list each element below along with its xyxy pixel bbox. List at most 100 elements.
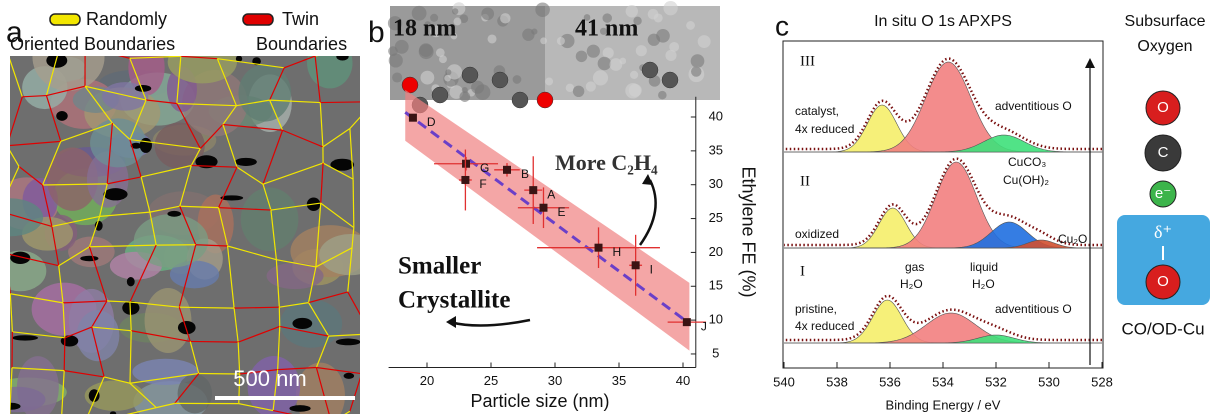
sem-particle <box>420 70 435 85</box>
void <box>109 411 117 414</box>
arrow-head <box>446 316 456 328</box>
void <box>343 372 355 379</box>
sem-particle <box>597 56 612 71</box>
envelope <box>784 57 1102 151</box>
peak-component <box>784 239 1103 249</box>
void <box>88 389 100 402</box>
data-point <box>408 113 417 122</box>
envelope <box>784 157 1103 247</box>
grain-boundary <box>41 184 53 227</box>
sem-particle <box>609 58 623 71</box>
data-point <box>529 186 538 195</box>
grain-boundary <box>45 56 58 96</box>
grain-boundary <box>314 56 321 103</box>
annotation: adventitious O <box>995 302 1072 316</box>
arrow <box>638 179 657 246</box>
sem-particle <box>635 45 647 57</box>
grain <box>144 288 192 353</box>
annotation: pristine, <box>795 302 837 316</box>
x-tick-label: 20 <box>420 373 434 388</box>
grain-boundary <box>222 124 238 168</box>
grain-boundary <box>237 342 241 375</box>
grain-boundary <box>178 307 191 342</box>
sem-particle <box>583 14 591 21</box>
annotation: Cu(OH)₂ <box>1003 173 1049 187</box>
grain-boundary <box>10 58 23 98</box>
grain-boundary <box>217 207 229 247</box>
grain-boundary <box>199 124 224 149</box>
grain-boundary <box>22 94 47 98</box>
atom <box>1149 180 1177 208</box>
plot-area <box>784 57 1103 344</box>
grain-boundary <box>129 330 132 384</box>
grain-boundary <box>234 306 280 309</box>
point-label: E <box>557 205 565 219</box>
grain-boundary <box>51 226 60 266</box>
x-tick-label: 532 <box>985 374 1007 389</box>
charge-label: δ⁺ <box>1154 222 1172 242</box>
panel-a: a Randomly Oriented Boundaries Twin Boundari… <box>6 9 360 414</box>
point-label: B <box>521 167 529 181</box>
void <box>46 56 68 68</box>
grain-boundary <box>126 407 157 414</box>
sem-particle <box>512 75 522 84</box>
grain-boundary <box>344 410 351 414</box>
sem-particle <box>586 44 600 58</box>
annotation: catalyst, <box>795 104 839 118</box>
grain-boundary <box>272 369 279 411</box>
grain-boundary <box>60 122 113 142</box>
grain-boundary <box>131 330 191 343</box>
grain-boundary <box>118 56 130 59</box>
point-label: G <box>480 161 489 175</box>
annotation: Cu₂O <box>1058 232 1087 246</box>
legend-label: Randomly <box>86 9 167 29</box>
y-tick-label: 25 <box>709 210 723 225</box>
sem-particle <box>630 70 639 79</box>
grain-boundary <box>149 212 157 246</box>
grain-boundary <box>269 99 284 131</box>
grain-boundary <box>10 213 53 228</box>
x-tick-label: 540 <box>773 374 795 389</box>
grain-boundary <box>176 103 201 149</box>
sem-particle <box>445 69 452 76</box>
sem-particle <box>628 83 642 97</box>
grain-boundary <box>276 259 316 268</box>
grain-boundary <box>217 58 285 69</box>
y-tick-label: 35 <box>709 142 723 157</box>
grain-boundary <box>262 184 272 211</box>
void <box>335 338 360 346</box>
sem-particle <box>435 48 445 57</box>
void <box>103 188 128 201</box>
grain-boundary <box>236 99 270 107</box>
grain-boundary <box>10 367 13 414</box>
grain-boundary <box>347 291 360 316</box>
annotation: liquid <box>970 260 998 274</box>
grain-boundary <box>270 209 277 260</box>
void <box>177 320 196 335</box>
grain-boundary <box>91 300 108 328</box>
sem-particle <box>625 5 639 18</box>
sem-particle <box>459 91 471 102</box>
arrow-head <box>1085 58 1095 68</box>
grain-boundary <box>129 372 199 384</box>
grain <box>10 198 44 237</box>
point-label: D <box>427 115 436 129</box>
grain-boundary <box>238 403 274 412</box>
x-tick-label: 30 <box>548 373 562 388</box>
grain-boundary <box>129 138 201 150</box>
grain-boundary <box>64 370 105 378</box>
point-label: J <box>701 319 707 333</box>
molecule-atom <box>511 91 529 109</box>
grain-boundary <box>349 128 354 180</box>
grain-boundary <box>58 246 90 267</box>
sem-particle <box>535 2 550 18</box>
grain-boundary <box>103 376 131 384</box>
void <box>235 56 243 62</box>
grain-boundary <box>129 139 142 178</box>
grain-boundary <box>319 102 324 147</box>
grain-boundary <box>308 302 330 337</box>
sem-particle <box>602 47 614 59</box>
panel-label: c <box>775 10 789 41</box>
